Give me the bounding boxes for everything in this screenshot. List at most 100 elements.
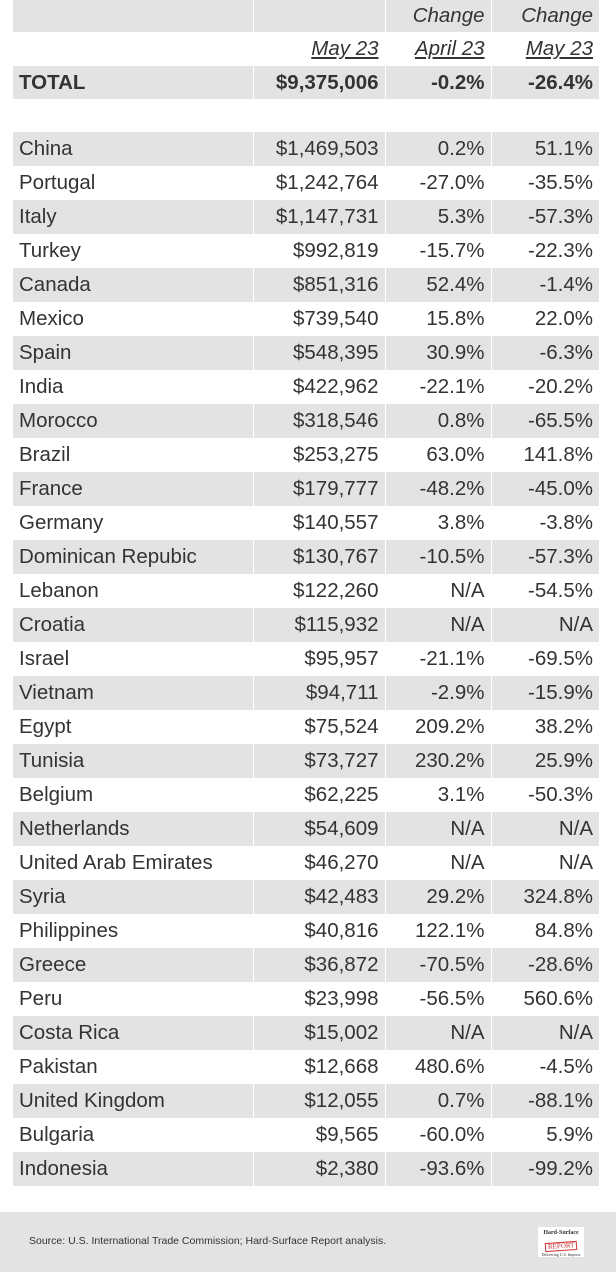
country-cell: Costa Rica (13, 1016, 253, 1050)
change-april-cell: -10.5% (384, 540, 491, 574)
table-row: Egypt $75,524 209.2% 38.2% (13, 710, 599, 744)
change-april-cell: N/A (384, 608, 491, 642)
change-may-cell: N/A (490, 1016, 599, 1050)
country-cell: Pakistan (19, 1055, 98, 1078)
value-cell: $46,270 (252, 846, 385, 880)
value-cell: $851,316 (252, 268, 385, 302)
country-cell: Israel (19, 647, 70, 670)
table-row: Brazil $253,275 63.0% 141.8% (13, 438, 599, 472)
change-may-cell: -15.9% (490, 676, 599, 710)
table-row: China $1,469,503 0.2% 51.1% (13, 132, 599, 166)
header-april: April 23 (414, 37, 485, 60)
country-cell: France (13, 472, 253, 506)
value-cell: $122,260 (252, 574, 385, 608)
change-april-cell: -60.0% (384, 1118, 491, 1152)
change-april-cell: 0.2% (384, 132, 491, 166)
header-row-change: Change Change (13, 0, 599, 32)
change-may-cell: 84.8% (490, 914, 599, 948)
total-value: $9,375,006 (252, 66, 385, 99)
change-april-cell: -27.0% (384, 166, 491, 200)
header-value-may: May 23 (311, 37, 379, 60)
change-april-cell: -2.9% (384, 676, 491, 710)
country-cell: Bulgaria (19, 1123, 95, 1146)
country-cell: Croatia (13, 608, 253, 642)
table-row: Greece $36,872 -70.5% -28.6% (13, 948, 599, 982)
value-cell: $75,524 (252, 710, 385, 744)
value-cell: $739,540 (252, 302, 385, 336)
change-april-cell: -22.1% (384, 370, 491, 404)
change-may-cell: -35.5% (490, 166, 599, 200)
value-cell: $2,380 (252, 1152, 385, 1186)
value-cell: $62,225 (252, 778, 385, 812)
change-may-cell: 324.8% (490, 880, 599, 914)
table-row: Belgium $62,225 3.1% -50.3% (13, 778, 599, 812)
change-may-cell: -4.5% (490, 1050, 599, 1084)
change-april-cell: N/A (384, 574, 491, 608)
table-row: United Arab Emirates $46,270 N/A N/A (13, 846, 599, 880)
country-cell: Dominican Repubic (13, 540, 253, 574)
country-cell: Mexico (19, 307, 84, 330)
change-april-cell: 29.2% (384, 880, 491, 914)
value-cell: $179,777 (252, 472, 385, 506)
value-cell: $1,469,503 (252, 132, 385, 166)
change-april-cell: -56.5% (384, 982, 491, 1016)
country-cell: Brazil (19, 443, 71, 466)
table-row: Tunisia $73,727 230.2% 25.9% (13, 744, 599, 778)
change-may-cell: 51.1% (490, 132, 599, 166)
hard-surface-report-logo: Hard-Surface REPORT Delivering U.S. Impo… (538, 1227, 584, 1257)
value-cell: $15,002 (252, 1016, 385, 1050)
table-row: Morocco $318,546 0.8% -65.5% (13, 404, 599, 438)
change-may-cell: -57.3% (490, 540, 599, 574)
table-row: Indonesia $2,380 -93.6% -99.2% (13, 1152, 599, 1186)
country-cell: Peru (19, 987, 63, 1010)
change-april-cell: -93.6% (384, 1152, 491, 1186)
value-cell: $12,055 (252, 1084, 385, 1118)
value-cell: $422,962 (252, 370, 385, 404)
change-april-cell: 0.7% (384, 1084, 491, 1118)
value-cell: $94,711 (252, 676, 385, 710)
country-cell: Syria (13, 880, 253, 914)
change-may-cell: -45.0% (490, 472, 599, 506)
change-april-cell: 480.6% (384, 1050, 491, 1084)
country-cell: Canada (13, 268, 253, 302)
change-may-cell: -20.2% (490, 370, 599, 404)
change-april-cell: -21.1% (384, 642, 491, 676)
country-cell: Germany (19, 511, 104, 534)
change-may-cell: -65.5% (490, 404, 599, 438)
country-cell: China (13, 132, 253, 166)
spacer-row (13, 99, 599, 132)
country-cell: Italy (13, 200, 253, 234)
value-cell: $253,275 (252, 438, 385, 472)
source-note: Source: U.S. International Trade Commiss… (29, 1235, 387, 1247)
change-may-cell: -54.5% (490, 574, 599, 608)
table-row: India $422,962 -22.1% -20.2% (13, 370, 599, 404)
value-cell: $9,565 (252, 1118, 385, 1152)
value-cell: $42,483 (252, 880, 385, 914)
table-row: Canada $851,316 52.4% -1.4% (13, 268, 599, 302)
change-april-cell: 63.0% (384, 438, 491, 472)
change-april-cell: N/A (384, 812, 491, 846)
change-may-cell: -69.5% (490, 642, 599, 676)
value-cell: $140,557 (252, 506, 385, 540)
change-may-cell: 25.9% (490, 744, 599, 778)
value-cell: $1,147,731 (252, 200, 385, 234)
change-april-cell: 209.2% (384, 710, 491, 744)
total-label: TOTAL (13, 66, 253, 99)
imports-table: Change Change May 23 April 23 May 23 TOT… (13, 0, 599, 1186)
header-may: May 23 (525, 37, 593, 60)
total-row: TOTAL $9,375,006 -0.2% -26.4% (13, 66, 599, 99)
table-row: France $179,777 -48.2% -45.0% (13, 472, 599, 506)
value-cell: $36,872 (252, 948, 385, 982)
table-row: Italy $1,147,731 5.3% -57.3% (13, 200, 599, 234)
table-row: Bulgaria $9,565 -60.0% 5.9% (13, 1118, 599, 1152)
table-row: Peru $23,998 -56.5% 560.6% (13, 982, 599, 1016)
country-cell: Egypt (19, 715, 72, 738)
country-cell: Vietnam (13, 676, 253, 710)
value-cell: $23,998 (252, 982, 385, 1016)
table-row: Dominican Repubic $130,767 -10.5% -57.3% (13, 540, 599, 574)
value-cell: $73,727 (252, 744, 385, 778)
table-row: Netherlands $54,609 N/A N/A (13, 812, 599, 846)
table-row: United Kingdom $12,055 0.7% -88.1% (13, 1084, 599, 1118)
change-may-cell: 38.2% (490, 710, 599, 744)
change-may-cell: N/A (490, 812, 599, 846)
